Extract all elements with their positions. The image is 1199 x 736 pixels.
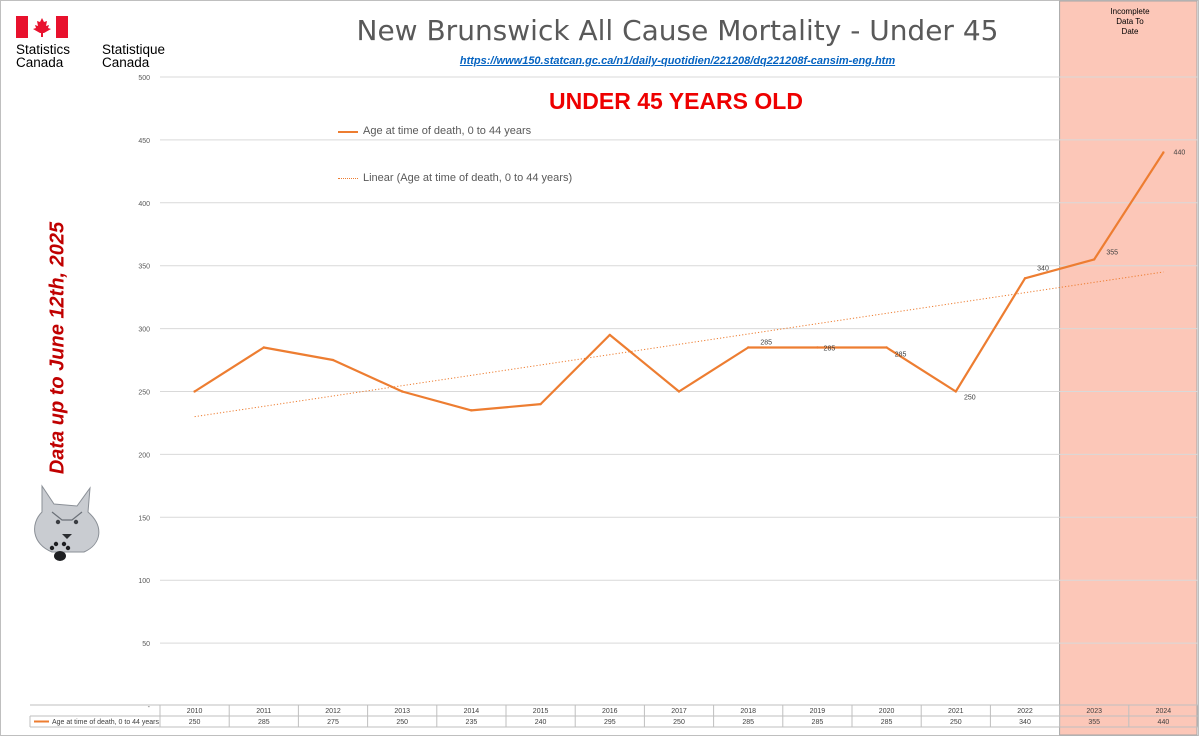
table-value: 250	[396, 719, 408, 726]
x-tick-label: 2015	[533, 708, 549, 715]
x-tick-label: 2012	[325, 708, 341, 715]
x-tick-label: 2014	[464, 708, 480, 715]
y-tick-label: 400	[138, 201, 150, 208]
table-value: 285	[881, 719, 893, 726]
data-point	[1023, 277, 1027, 280]
y-tick-label: 450	[138, 138, 150, 145]
maple-leaf-icon	[33, 18, 51, 37]
flag-bar	[16, 16, 28, 38]
y-tick-label: 100	[138, 578, 150, 585]
data-point	[193, 390, 196, 393]
data-point	[677, 390, 681, 393]
table-value: 250	[189, 719, 201, 726]
statcan-english-name: Statistics Canada	[16, 42, 71, 70]
table-value: 240	[535, 719, 547, 726]
y-tick-label: 500	[138, 75, 150, 82]
source-url-link[interactable]: https://www150.statcan.gc.ca/n1/daily-qu…	[459, 55, 896, 67]
x-tick-label: 2017	[671, 708, 687, 715]
legend-series-label: Age at time of death, 0 to 44 years	[363, 125, 532, 137]
table-value: 250	[673, 719, 685, 726]
data-label: 440	[1174, 149, 1186, 156]
x-tick-label: 2022	[1017, 708, 1033, 715]
y-tick-label: 250	[138, 390, 150, 397]
statcan-french-name: Statistique Canada	[102, 42, 166, 70]
data-point	[954, 390, 957, 393]
data-point	[816, 346, 819, 349]
data-point	[1093, 258, 1096, 261]
table-value: 340	[1019, 719, 1031, 726]
incomplete-note-line1: Incomplete	[1110, 7, 1150, 16]
data-point	[885, 346, 888, 349]
data-label: 250	[964, 395, 976, 402]
chart-title: New Brunswick All Cause Mortality - Unde…	[356, 14, 999, 47]
data-point	[608, 333, 611, 337]
x-tick-label: 2024	[1156, 708, 1172, 715]
data-point	[470, 409, 473, 412]
incomplete-note-line2: Data To	[1116, 17, 1144, 26]
series-line	[194, 151, 1165, 412]
data-label: 355	[1106, 249, 1118, 256]
data-point	[331, 358, 335, 362]
statcan-english-line2: Canada	[16, 55, 64, 70]
y-tick-label: 200	[138, 452, 150, 459]
table-value: 235	[466, 719, 478, 726]
x-tick-label: 2021	[948, 708, 964, 715]
table-value: 250	[950, 719, 962, 726]
data-date-note: Data up to June 12th, 2025	[46, 221, 69, 475]
data-point	[401, 390, 404, 393]
x-tick-label: 2010	[187, 708, 203, 715]
legend-trend-label: Linear (Age at time of death, 0 to 44 ye…	[363, 172, 573, 184]
canada-flag-icon	[16, 16, 68, 38]
x-tick-label: 2023	[1086, 708, 1102, 715]
table-value: 295	[604, 719, 616, 726]
x-tick-label: 2013	[394, 708, 410, 715]
table-value: 285	[258, 719, 270, 726]
table-series-label: Age at time of death, 0 to 44 years	[52, 719, 160, 726]
table-value: 285	[812, 719, 824, 726]
x-tick-label: 2019	[810, 708, 826, 715]
data-point	[262, 346, 265, 349]
incomplete-data-note: Incomplete Data To Date	[1100, 7, 1160, 37]
table-value: 285	[742, 719, 754, 726]
legend-series-swatch	[338, 131, 358, 133]
wolf-logo-icon	[34, 484, 100, 561]
data-point	[539, 402, 542, 406]
table-value: 440	[1158, 719, 1170, 726]
y-tick-label: -	[148, 704, 151, 711]
flag-bar	[56, 16, 68, 38]
data-label: 285	[760, 339, 772, 346]
x-tick-label: 2011	[256, 708, 271, 715]
data-label: 285	[895, 351, 907, 358]
data-point	[747, 346, 750, 349]
x-tick-label: 2018	[740, 708, 756, 715]
y-tick-label: 50	[142, 641, 150, 648]
data-point	[1162, 151, 1165, 154]
statcan-english-line1: Statistics	[16, 42, 71, 57]
chart-subtitle: UNDER 45 YEARS OLD	[549, 88, 803, 114]
linear-trendline	[194, 271, 1164, 418]
legend-trend-swatch	[338, 178, 358, 179]
y-tick-label: 350	[138, 264, 150, 271]
incomplete-note-line3: Date	[1121, 27, 1139, 36]
table-value: 275	[327, 719, 339, 726]
statcan-french-line2: Canada	[102, 55, 150, 70]
y-tick-label: 300	[138, 327, 150, 334]
data-label: 340	[1037, 265, 1049, 272]
y-tick-label: 150	[138, 515, 150, 522]
statcan-french-line1: Statistique	[102, 42, 166, 57]
x-tick-label: 2020	[879, 708, 895, 715]
incomplete-data-band	[1059, 0, 1198, 736]
data-label: 285	[824, 345, 836, 352]
table-value: 355	[1088, 719, 1100, 726]
x-tick-label: 2016	[602, 708, 618, 715]
